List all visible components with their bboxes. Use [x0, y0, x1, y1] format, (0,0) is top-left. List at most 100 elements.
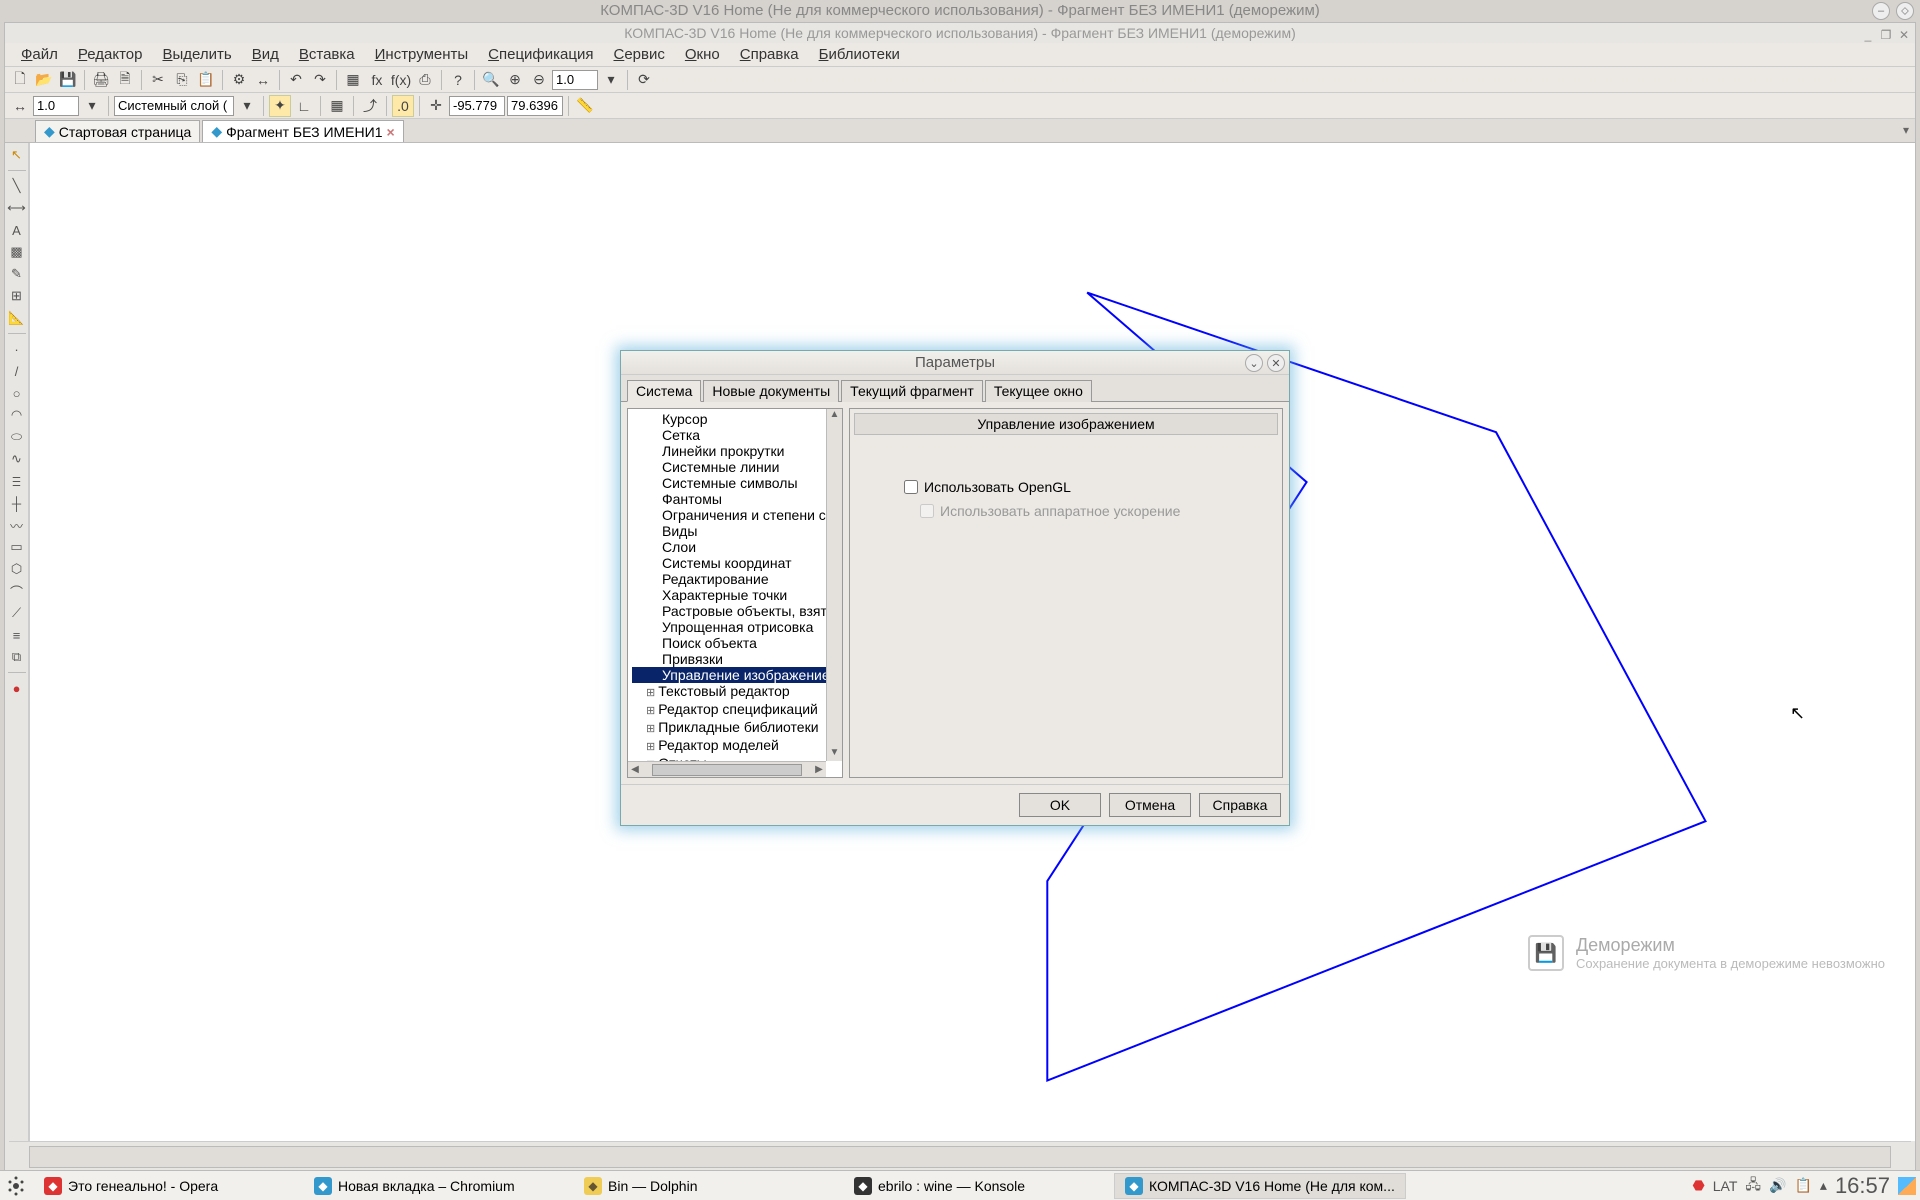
tool-param[interactable]: ⊞: [7, 286, 27, 306]
cancel-button[interactable]: Отмена: [1109, 793, 1191, 817]
layer-dropdown[interactable]: ▾: [236, 95, 258, 117]
tree-item[interactable]: Линейки прокрутки: [632, 443, 842, 459]
taskbar-item[interactable]: ◆Это генеально! - Opera: [34, 1173, 304, 1199]
tray-lang[interactable]: LAT: [1713, 1178, 1738, 1194]
tool-circle[interactable]: ○: [7, 383, 27, 403]
tree-item[interactable]: Системы координат: [632, 555, 842, 571]
menu-Справка[interactable]: Справка: [730, 43, 809, 66]
spec-button[interactable]: ⎙: [414, 69, 436, 91]
tool-measure[interactable]: 📐: [7, 308, 27, 328]
tree-item[interactable]: Ограничения и степени свобо: [632, 507, 842, 523]
macro-button[interactable]: f(x): [390, 69, 412, 91]
tool-hatch[interactable]: ▩: [7, 242, 27, 262]
tray-up-icon[interactable]: ▴: [1820, 1177, 1827, 1194]
taskbar-item[interactable]: ◆КОМПАС-3D V16 Home (Не для ком...: [1114, 1173, 1406, 1199]
menu-Вставка[interactable]: Вставка: [289, 43, 365, 66]
dialog-tab[interactable]: Текущее окно: [985, 380, 1092, 402]
copy-props-button[interactable]: ↔: [252, 69, 274, 91]
tool-polygon[interactable]: ⬡: [7, 559, 27, 579]
menu-Окно[interactable]: Окно: [675, 43, 730, 66]
tray-clipboard-icon[interactable]: 📋: [1794, 1177, 1811, 1194]
preview-button[interactable]: 🗎: [114, 69, 136, 91]
dialog-title[interactable]: Параметры ⌄ ✕: [621, 351, 1289, 375]
tool-chamfer[interactable]: ⟋: [7, 603, 27, 623]
menu-Спецификация[interactable]: Спецификация: [478, 43, 603, 66]
new-button[interactable]: 🗋: [9, 69, 31, 91]
open-button[interactable]: 📂: [33, 69, 55, 91]
tool-segment[interactable]: /: [7, 361, 27, 381]
tree-item[interactable]: Курсор: [632, 411, 842, 427]
tool-arc[interactable]: ◠: [7, 405, 27, 425]
inner-restore-button[interactable]: ❐: [1879, 25, 1893, 45]
tree-item[interactable]: Редактор спецификаций: [632, 701, 842, 719]
help-button[interactable]: Справка: [1199, 793, 1281, 817]
tool-axis[interactable]: ┼: [7, 493, 27, 513]
ok-button[interactable]: OK: [1019, 793, 1101, 817]
menu-Библиотеки[interactable]: Библиотеки: [809, 43, 910, 66]
tree-item[interactable]: Редактор моделей: [632, 737, 842, 755]
use-opengl-checkbox[interactable]: Использовать OpenGL: [854, 475, 1278, 499]
zoom-out-button[interactable]: ⊖: [528, 69, 550, 91]
tool-collect[interactable]: ⧉: [7, 647, 27, 667]
grid-button[interactable]: ▦: [326, 95, 348, 117]
paste-button[interactable]: 📋: [195, 69, 217, 91]
menu-Вид[interactable]: Вид: [242, 43, 289, 66]
dialog-tab[interactable]: Текущий фрагмент: [841, 380, 983, 402]
menu-Редактор[interactable]: Редактор: [68, 43, 153, 66]
help-button[interactable]: ?: [447, 69, 469, 91]
tool-text[interactable]: A: [7, 220, 27, 240]
tool-stop[interactable]: ●: [7, 678, 27, 698]
taskbar-item[interactable]: ◆ebrilo : wine — Konsole: [844, 1173, 1114, 1199]
inner-close-button[interactable]: ✕: [1897, 25, 1911, 45]
menu-Файл[interactable]: Файл: [11, 43, 68, 66]
doc-tab[interactable]: ◆Фрагмент БЕЗ ИМЕНИ1×: [202, 120, 403, 142]
tool-ellipse[interactable]: ⬭: [7, 427, 27, 447]
tool-equid[interactable]: ≡: [7, 625, 27, 645]
vars-button[interactable]: fx: [366, 69, 388, 91]
tree-scrollbar-h[interactable]: ◀▶: [628, 761, 826, 777]
tree-item[interactable]: Прикладные библиотеки: [632, 719, 842, 737]
tool-edit[interactable]: ✎: [7, 264, 27, 284]
tree-item[interactable]: Поиск объекта: [632, 635, 842, 651]
tree-item[interactable]: Текстовый редактор: [632, 683, 842, 701]
properties-button[interactable]: ⚙: [228, 69, 250, 91]
taskbar-item[interactable]: ◆Bin — Dolphin: [574, 1173, 844, 1199]
snap-button[interactable]: ✦: [269, 95, 291, 117]
settings-tree[interactable]: КурсорСеткаЛинейки прокруткиСистемные ли…: [627, 408, 843, 778]
start-button[interactable]: [4, 1174, 28, 1198]
refresh-button[interactable]: ⟳: [633, 69, 655, 91]
zoom-input[interactable]: [552, 70, 598, 90]
menu-Инструменты[interactable]: Инструменты: [365, 43, 479, 66]
outer-maximize-button[interactable]: ⬦: [1896, 2, 1914, 20]
tree-item[interactable]: Привязки: [632, 651, 842, 667]
tray-clock[interactable]: 16:57: [1835, 1173, 1890, 1199]
undo-button[interactable]: ↶: [285, 69, 307, 91]
tree-item[interactable]: Упрощенная отрисовка: [632, 619, 842, 635]
ortho-button[interactable]: ∟: [293, 95, 315, 117]
print-button[interactable]: 🖨: [90, 69, 112, 91]
taskbar-item[interactable]: ◆Новая вкладка – Chromium: [304, 1173, 574, 1199]
tree-item[interactable]: Управление изображением: [632, 667, 842, 683]
tool-bezier[interactable]: 〰: [7, 515, 27, 535]
tree-item[interactable]: Слои: [632, 539, 842, 555]
tool-point[interactable]: ·: [7, 339, 27, 359]
tree-item[interactable]: Системные линии: [632, 459, 842, 475]
step-icon[interactable]: ↔: [9, 95, 31, 117]
tree-item[interactable]: Редактирование: [632, 571, 842, 587]
tool-select[interactable]: ↖: [7, 145, 27, 165]
dialog-tab[interactable]: Новые документы: [703, 380, 839, 402]
dialog-help-button[interactable]: ⌄: [1245, 354, 1263, 372]
save-button[interactable]: 💾: [57, 69, 79, 91]
tree-item[interactable]: Сетка: [632, 427, 842, 443]
lib-button[interactable]: ▦: [342, 69, 364, 91]
redo-button[interactable]: ↷: [309, 69, 331, 91]
menu-Сервис[interactable]: Сервис: [603, 43, 674, 66]
tray-network-icon[interactable]: 🖧: [1745, 1174, 1761, 1198]
zoom-dropdown[interactable]: ▾: [600, 69, 622, 91]
cut-button[interactable]: ✂: [147, 69, 169, 91]
tool-rect[interactable]: ▭: [7, 537, 27, 557]
zoom-window-button[interactable]: 🔍: [480, 69, 502, 91]
tree-item[interactable]: Виды: [632, 523, 842, 539]
tray-warning-icon[interactable]: ⬣: [1693, 1177, 1705, 1194]
zoom-in-button[interactable]: ⊕: [504, 69, 526, 91]
